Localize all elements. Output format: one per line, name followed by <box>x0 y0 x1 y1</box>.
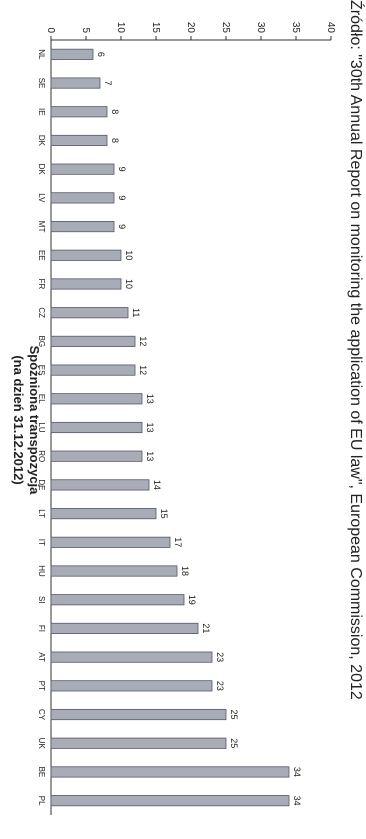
bar-value-label: 8 <box>110 109 120 114</box>
x-tick-label: DK <box>37 164 46 176</box>
bar-value-label: 34 <box>292 796 302 806</box>
y-tick-label: 25 <box>220 22 231 34</box>
bar-value-label: 7 <box>103 81 113 86</box>
y-tick-label: 35 <box>290 22 301 34</box>
bar-value-label: 17 <box>173 537 183 547</box>
x-tick-label: FR <box>37 279 46 290</box>
bar-value-label: 25 <box>229 710 239 720</box>
bar <box>50 134 108 147</box>
bar-value-label: 9 <box>117 195 127 200</box>
bar <box>50 364 136 376</box>
bar <box>50 77 101 89</box>
bar-value-label: 18 <box>180 566 190 576</box>
bar-value-label: 19 <box>187 595 197 605</box>
x-tick-label: RO <box>37 450 46 462</box>
y-tick-label: 0 <box>45 27 56 33</box>
x-tick-label: PL <box>37 796 46 806</box>
bar <box>50 393 143 405</box>
y-tick-label: 30 <box>255 22 266 34</box>
bar <box>50 479 150 491</box>
bar <box>50 508 157 520</box>
bar <box>50 536 171 548</box>
bar <box>50 737 227 749</box>
chart-subtitle: (na dzień 31.12.2012) <box>11 355 26 484</box>
bar-value-label: 6 <box>96 52 106 57</box>
bar-value-label: 10 <box>124 250 134 260</box>
bar-value-label: 34 <box>292 767 302 777</box>
bar-value-label: 9 <box>117 224 127 229</box>
bar-value-label: 9 <box>117 167 127 172</box>
bar <box>50 708 227 721</box>
y-tick-label: 15 <box>150 22 161 34</box>
bar-value-label: 12 <box>138 336 148 346</box>
x-tick-label: CZ <box>37 307 46 318</box>
bar <box>50 680 213 692</box>
y-tick-label: 5 <box>80 27 91 33</box>
bar-value-label: 11 <box>131 308 141 317</box>
x-tick-label: DE <box>37 479 46 490</box>
x-tick-label: SI <box>37 596 46 604</box>
bars-group: 6 NL 7 SE 8 IE 8 DK 9 DK 9 LV 9 MT 10 EE 10 FR 11 CZ 12 BG 12 E… <box>37 48 302 807</box>
bar-value-label: 13 <box>145 422 155 432</box>
x-tick-label: SE <box>37 78 46 89</box>
bar-value-label: 14 <box>152 480 162 490</box>
bar-value-label: 23 <box>215 681 225 691</box>
bar <box>50 48 94 60</box>
x-tick-label: ES <box>37 365 46 376</box>
x-tick-label: MT <box>37 221 46 233</box>
bar <box>50 221 115 233</box>
x-tick-label: LU <box>37 422 46 432</box>
bar <box>50 106 108 118</box>
bar <box>50 795 290 807</box>
y-tick-label: 40 <box>325 22 336 34</box>
x-tick-label: DK <box>37 135 46 147</box>
x-tick-label: IT <box>37 539 46 546</box>
x-tick-label: HU <box>37 565 46 577</box>
bar <box>50 651 213 663</box>
bar-value-label: 12 <box>138 365 148 375</box>
x-tick-label: UK <box>37 738 46 750</box>
bar-value-label: 25 <box>229 738 239 748</box>
bar <box>50 163 115 175</box>
bar <box>50 278 122 290</box>
x-tick-label: PT <box>37 681 46 691</box>
bar <box>50 249 122 261</box>
bar <box>50 450 143 462</box>
bar-value-label: 8 <box>110 138 120 143</box>
x-tick-label: EE <box>37 250 46 261</box>
x-tick-label: EL <box>37 394 46 404</box>
x-tick-label: LT <box>37 509 46 518</box>
x-tick-label: BE <box>37 767 46 778</box>
bar <box>50 192 115 204</box>
bar-value-label: 15 <box>159 509 169 519</box>
x-tick-label: NL <box>37 49 46 60</box>
x-tick-label: IE <box>37 108 46 116</box>
x-tick-label: BG <box>37 336 46 348</box>
x-tick-label: LV <box>37 193 46 203</box>
bar-value-label: 13 <box>145 394 155 404</box>
bar-value-label: 23 <box>215 652 225 662</box>
y-tick-label: 10 <box>115 22 126 34</box>
bar <box>50 307 129 319</box>
x-tick-label: CY <box>37 709 46 721</box>
chart-title: Spóźniona transpozycja <box>27 346 42 496</box>
x-tick-label: AT <box>37 652 46 662</box>
bar <box>50 421 143 434</box>
x-tick-label: FI <box>37 625 46 632</box>
bar-value-label: 10 <box>124 279 134 289</box>
bar-value-label: 13 <box>145 451 155 461</box>
bar <box>50 594 185 606</box>
bar <box>50 565 178 577</box>
bar <box>50 622 199 634</box>
bar <box>50 335 136 347</box>
bar-value-label: 21 <box>201 623 211 633</box>
y-tick-label: 20 <box>185 22 196 34</box>
bar <box>50 766 290 778</box>
